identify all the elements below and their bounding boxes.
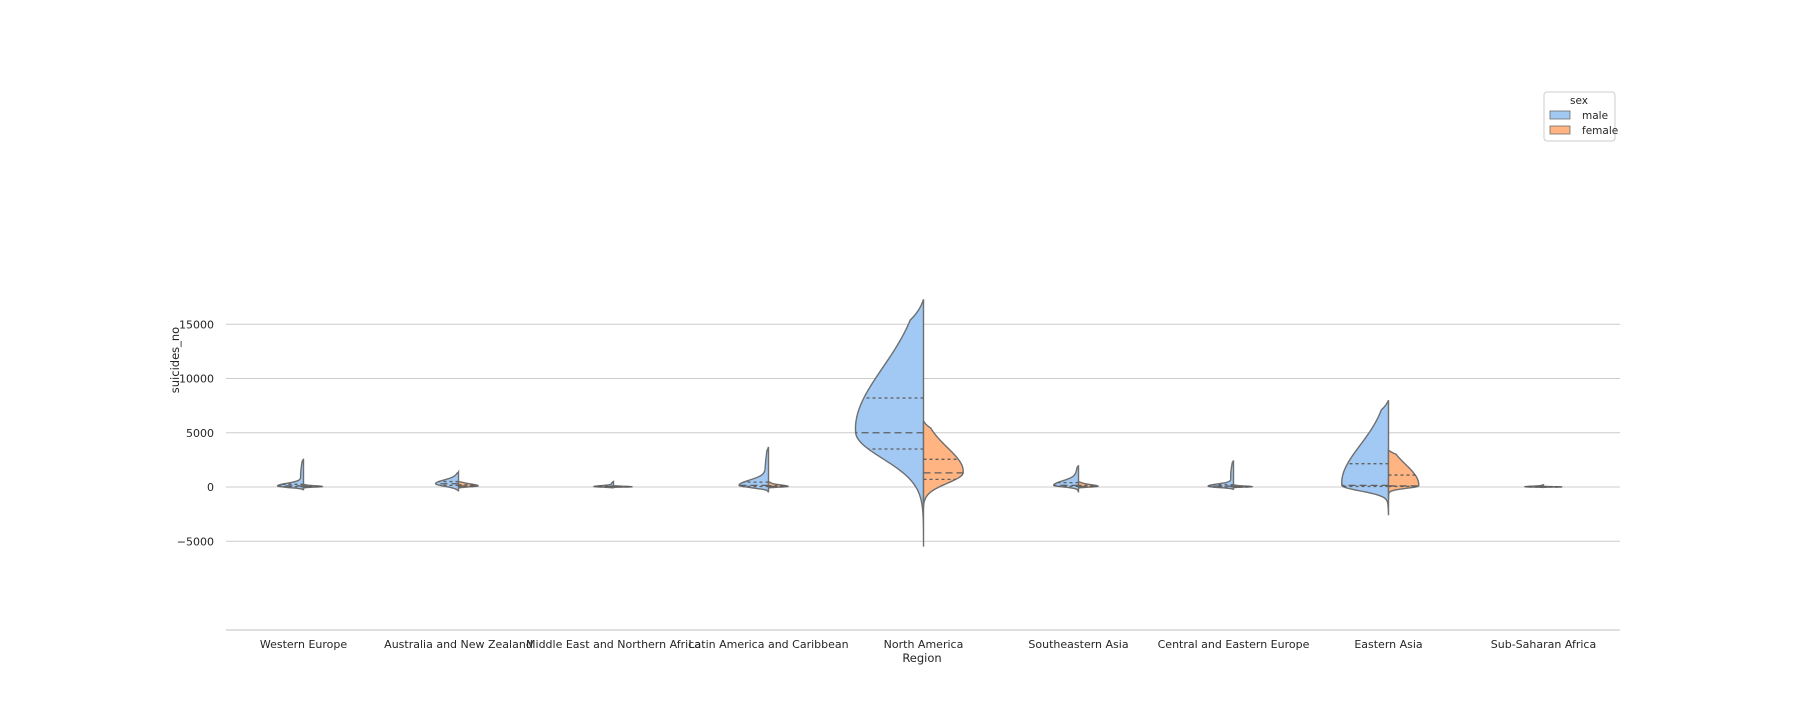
x-tick-label: Australia and New Zealand xyxy=(384,638,533,651)
x-axis-label: Region xyxy=(902,651,941,665)
legend-title: sex xyxy=(1570,95,1588,107)
violin-male xyxy=(1207,460,1235,491)
legend-swatch-male xyxy=(1549,110,1571,120)
violin-male xyxy=(854,299,925,547)
axes: −5000 0 5000 10000 15000 Western Europe Austra… xyxy=(177,318,1620,651)
x-tick-label: Eastern Asia xyxy=(1354,638,1422,651)
x-tick-label: Southeastern Asia xyxy=(1028,638,1128,651)
violin-male xyxy=(1341,399,1390,516)
legend-swatch-female xyxy=(1549,125,1571,135)
violin-female xyxy=(922,420,964,508)
y-axis-label: suicides_no xyxy=(168,327,182,393)
x-tick-label: Central and Eastern Europe xyxy=(1158,638,1310,651)
legend: sex male female xyxy=(1543,91,1618,142)
x-tick-label: Sub-Saharan Africa xyxy=(1491,638,1596,651)
violin-male xyxy=(1053,465,1080,493)
x-tick-label: Latin America and Caribbean xyxy=(688,638,848,651)
legend-label-female: female xyxy=(1582,125,1618,137)
y-tick-label: 10000 xyxy=(179,373,214,386)
x-tick-label: North America xyxy=(884,638,964,651)
y-tick-label: 0 xyxy=(207,481,214,494)
violins xyxy=(276,299,1563,547)
x-tick-label: Middle East and Northern Africa xyxy=(526,638,701,651)
y-tick-label: −5000 xyxy=(177,535,214,548)
x-tick-label: Western Europe xyxy=(260,638,348,651)
violin-male xyxy=(276,458,305,491)
legend-label-male: male xyxy=(1582,110,1608,122)
y-tick-label: 15000 xyxy=(179,318,214,331)
y-tick-label: 5000 xyxy=(186,427,214,440)
violin-male xyxy=(738,446,770,493)
